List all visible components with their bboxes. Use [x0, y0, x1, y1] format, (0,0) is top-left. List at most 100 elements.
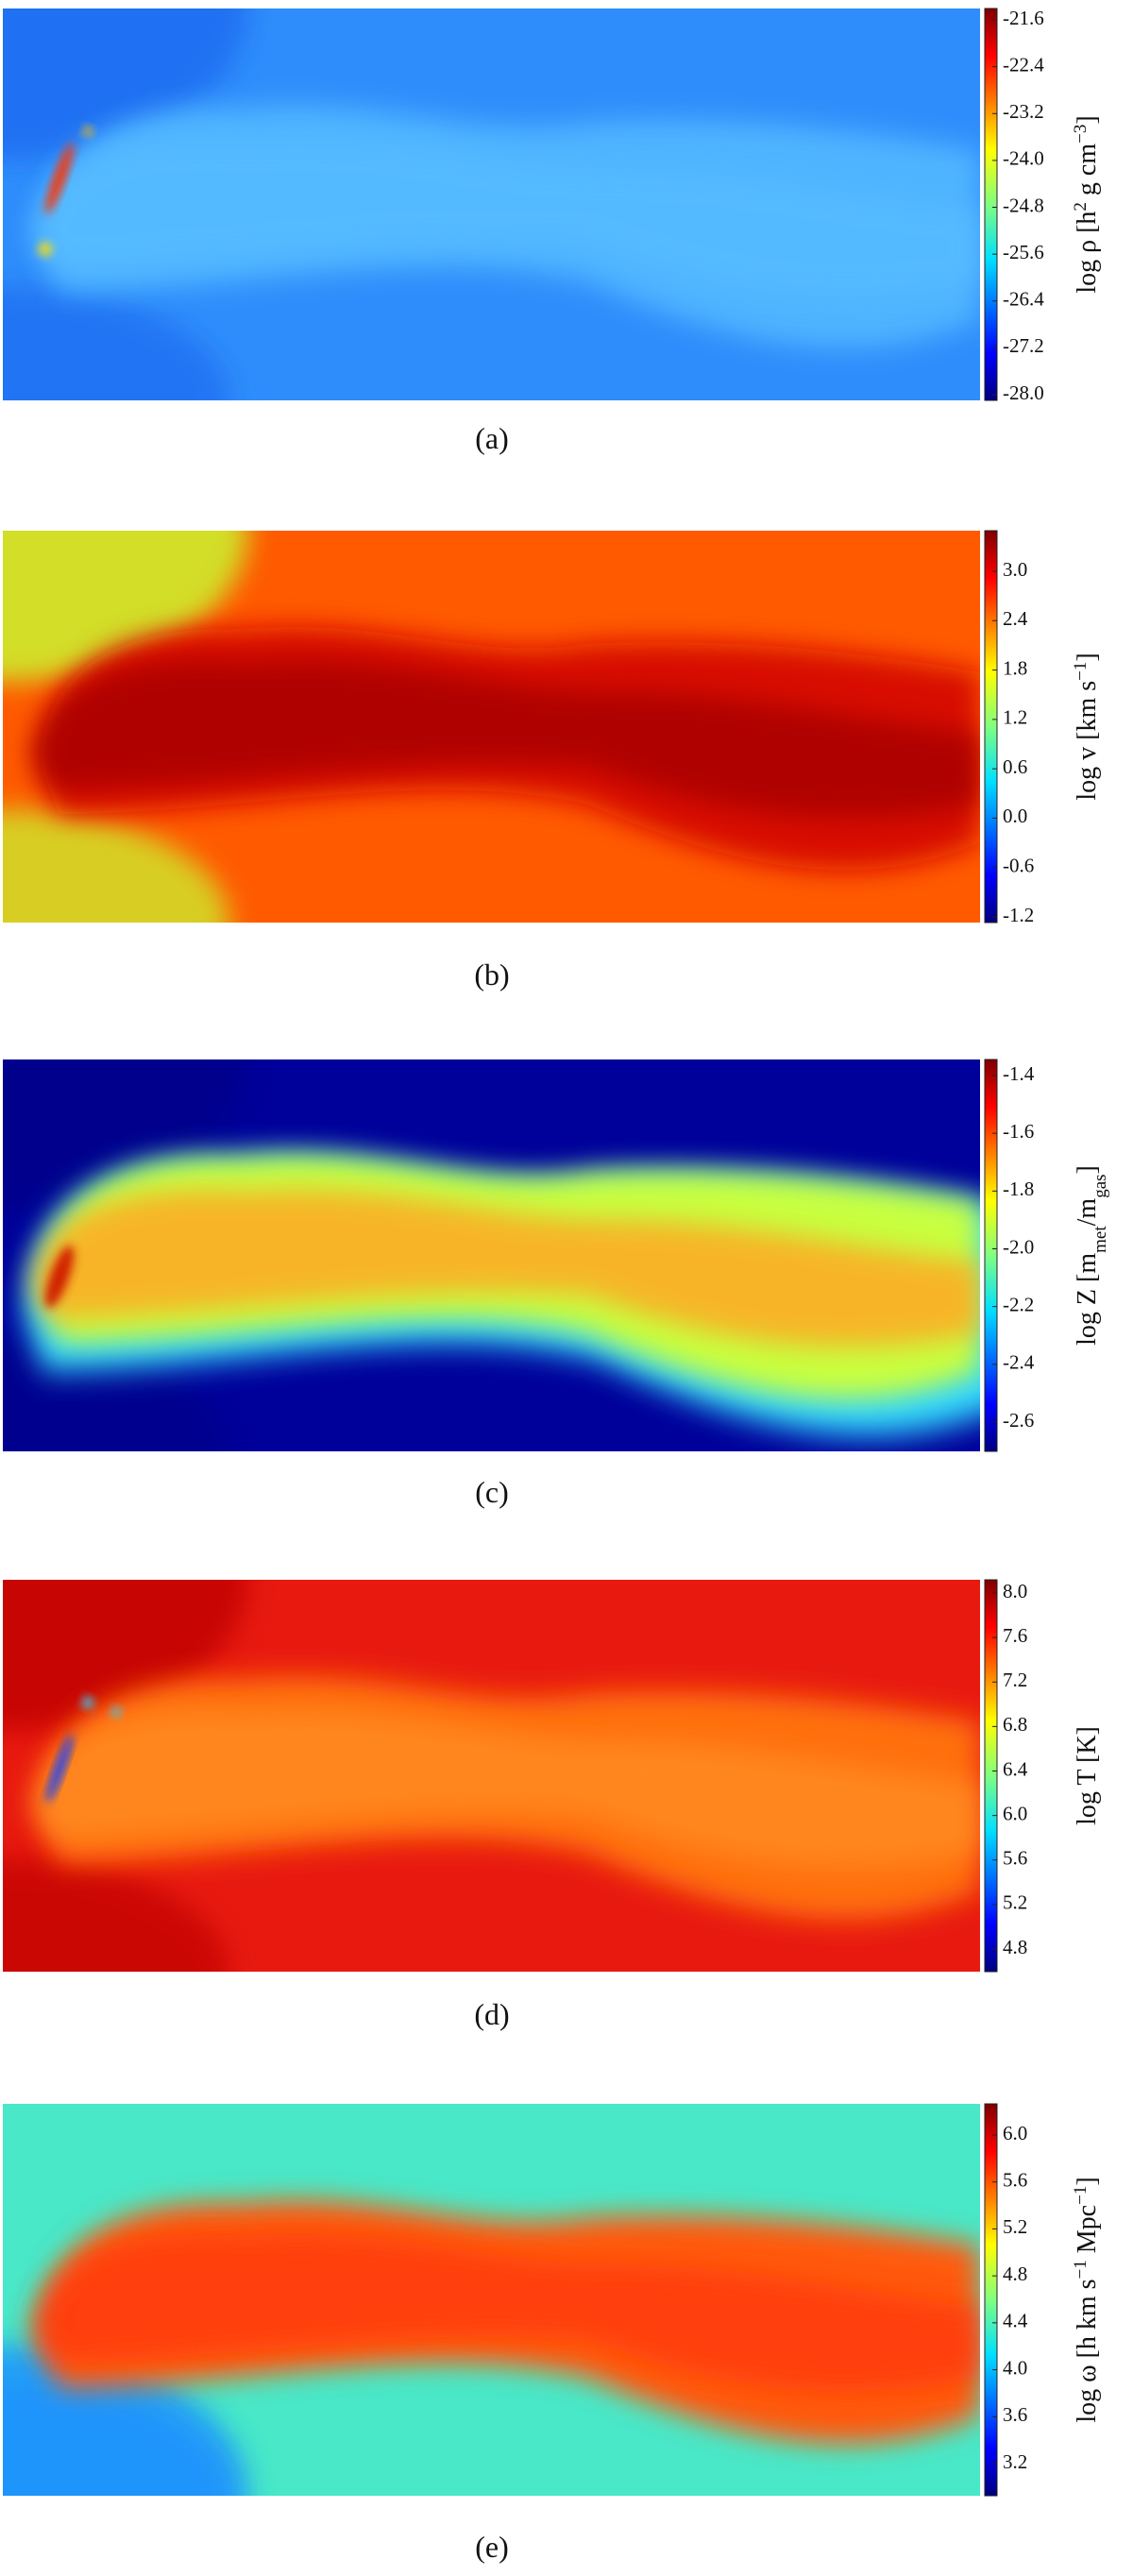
colorbar-label-part: log Z [m [1073, 1253, 1102, 1346]
map-image [3, 2104, 980, 2496]
colorbar-label: log ρ [h2 g cm−3] [1071, 115, 1103, 293]
colorbar-tick-label: 4.8 [1003, 1936, 1027, 1958]
colorbar-tick-label: 2.4 [1003, 607, 1028, 630]
colorbar [984, 530, 998, 924]
colorbar-tick-label: 4.8 [1003, 2262, 1027, 2285]
map-edge [3, 1858, 229, 1972]
colorbar-label: log v [km s−1] [1071, 652, 1103, 800]
colorbar-tick-label: 6.0 [1003, 1802, 1027, 1824]
map-edge [3, 809, 229, 923]
colorbar [984, 8, 998, 401]
colorbar-label-part: ] [1073, 2177, 1102, 2185]
map-core [31, 1710, 980, 1868]
colorbar-tick-label: 6.4 [1003, 1757, 1028, 1780]
colorbar-tick-label: 0.0 [1003, 805, 1027, 827]
colorbar-tick-label: -22.4 [1003, 53, 1044, 76]
colorbar-label-part: −1 [1071, 2186, 1091, 2205]
colorbar-tick-label: -26.4 [1003, 288, 1044, 311]
colorbar-tick-label: 1.2 [1003, 706, 1027, 729]
map-content [3, 531, 980, 923]
map-feature [45, 143, 74, 214]
colorbar-label: log T [K] [1073, 1726, 1102, 1825]
colorbar-label: log Z [mmet/mgas] [1073, 1165, 1110, 1346]
colorbar-label-part: ] [1073, 115, 1102, 124]
map-edge [3, 287, 229, 400]
colorbar-tick-label: -1.6 [1003, 1120, 1034, 1143]
colorbar-tick-label: -2.0 [1003, 1235, 1034, 1258]
colorbar-tick-label: 5.6 [1003, 1847, 1027, 1870]
colorbar-tick-label: 6.8 [1003, 1713, 1027, 1736]
map-feature [39, 243, 52, 256]
map-feature [46, 1735, 73, 1803]
colorbar-label-part: −1 [1071, 662, 1091, 681]
colorbar-tick-label: -24.8 [1003, 194, 1044, 216]
panel-caption: (d) [474, 1997, 509, 2031]
map-content [3, 1580, 980, 1972]
colorbar-tick-label: -1.4 [1003, 1062, 1035, 1085]
colorbar-tick-label: -1.2 [1003, 904, 1034, 926]
colorbar-tick-label: -27.2 [1003, 334, 1044, 357]
colorbar-tick-label: -24.0 [1003, 147, 1044, 170]
panel-caption: (c) [475, 1475, 509, 1509]
colorbar-tick-label: -23.2 [1003, 100, 1044, 123]
map-feature [44, 1245, 75, 1309]
colorbar-label-part: met [1091, 1226, 1110, 1253]
colorbar-tick-label: -0.6 [1003, 855, 1034, 877]
map-edge [3, 1580, 248, 1731]
colorbar [984, 1579, 998, 1973]
colorbar-tick-label: 5.2 [1003, 2215, 1027, 2238]
colorbar-tick-label: 8.0 [1003, 1580, 1027, 1602]
colorbar-tick-label: 5.6 [1003, 2169, 1027, 2192]
colorbar-tick-label: 7.6 [1003, 1624, 1027, 1647]
colorbar-tick-label: -2.6 [1003, 1409, 1034, 1432]
colorbar-tick-label: 1.8 [1003, 656, 1027, 679]
colorbar-tick-label: 6.0 [1003, 2122, 1027, 2144]
map-feature [82, 1697, 93, 1708]
colorbar-label-part: log v [km s [1073, 681, 1102, 801]
map-core [31, 1190, 980, 1347]
colorbar-tick-label: 5.2 [1003, 1891, 1027, 1914]
map-edge [3, 531, 248, 682]
map-core [31, 661, 980, 819]
map-core [31, 139, 980, 297]
map-edge [3, 2382, 229, 2496]
panel-caption: (a) [475, 421, 509, 455]
colorbar-tick-label: 3.6 [1003, 2403, 1027, 2426]
map-core [31, 2234, 980, 2392]
colorbar-label-part: /m [1073, 1198, 1102, 1227]
colorbar-tick-label: -2.2 [1003, 1293, 1034, 1315]
colorbar-label-part: log T [K] [1073, 1726, 1102, 1825]
colorbar-tick-label: 3.0 [1003, 558, 1027, 581]
map-content [3, 2104, 980, 2496]
colorbar-label-part: log ω [h km s [1073, 2279, 1102, 2422]
map-edge [3, 8, 248, 160]
colorbar-tick-label: 7.2 [1003, 1669, 1027, 1691]
colorbar-label-part: −3 [1071, 125, 1091, 144]
panel-caption: (e) [475, 2530, 509, 2564]
colorbar-tick-label: -21.6 [1003, 7, 1044, 29]
map-feature [83, 127, 93, 136]
map-content [3, 1059, 980, 1451]
colorbar-label-part: ] [1073, 652, 1102, 661]
colorbar-label: log ω [h km s−1 Mpc−1] [1071, 2177, 1103, 2422]
colorbar-tick-label: 4.0 [1003, 2356, 1027, 2379]
colorbar-tick-label: 3.2 [1003, 2450, 1027, 2473]
colorbar-tick-label: -2.4 [1003, 1351, 1035, 1374]
map-feature [111, 1707, 121, 1717]
colorbar [984, 1059, 998, 1452]
colorbar-tick-label: 4.4 [1003, 2310, 1028, 2332]
colorbar-tick-label: -28.0 [1003, 381, 1044, 404]
colorbar-label-part: gas [1091, 1174, 1110, 1197]
colorbar-label-part: g cm [1073, 144, 1102, 202]
map-edge [3, 1059, 248, 1211]
colorbar [984, 2103, 998, 2497]
colorbar-label-part: log ρ [h [1073, 212, 1102, 294]
map-image [3, 1059, 980, 1451]
map-image [3, 8, 980, 400]
colorbar-label-part: 2 [1071, 202, 1091, 212]
map-image [3, 1580, 980, 1972]
colorbar-label-part: Mpc [1073, 2205, 1102, 2260]
colorbar-tick-label: -25.6 [1003, 241, 1044, 263]
map-content [3, 8, 980, 400]
panel-caption: (b) [474, 958, 509, 991]
